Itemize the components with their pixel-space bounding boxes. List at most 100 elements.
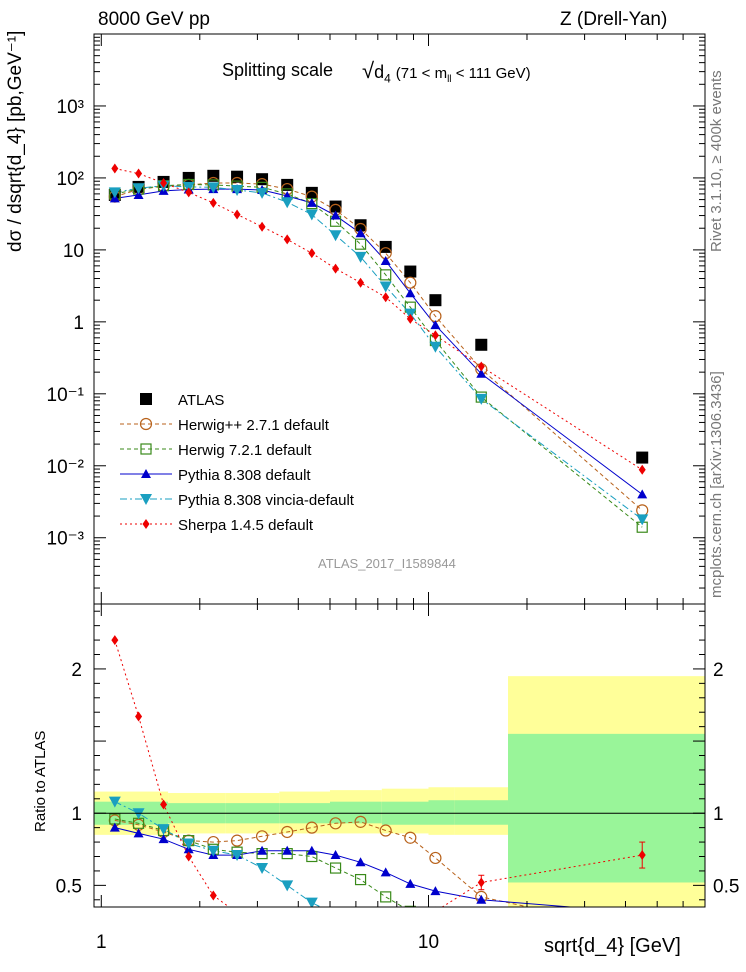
legend-marker-herwig7 xyxy=(140,443,152,455)
main-point-sherpa xyxy=(357,277,365,288)
ratio-point-herwigpp xyxy=(475,890,488,904)
band-outer xyxy=(454,787,509,835)
ratio-point-sherpa xyxy=(357,931,364,941)
band-outer xyxy=(168,793,226,834)
main-point-vincia xyxy=(329,230,342,242)
band-inner xyxy=(279,803,330,824)
main-point-herwig7 xyxy=(132,183,145,195)
main-point-herwig7 xyxy=(231,180,243,192)
main-point-herwig7 xyxy=(329,215,342,227)
main-point-atlas xyxy=(305,186,318,199)
ratio-point-vincia xyxy=(231,850,244,862)
main-point-herwigpp xyxy=(255,178,269,191)
ratio-point-herwig7 xyxy=(132,817,145,829)
main-point-atlas xyxy=(182,171,195,184)
ratio-point-sherpa xyxy=(284,927,291,937)
main-point-vincia xyxy=(281,197,294,209)
main-point-herwigpp xyxy=(132,183,145,196)
ratio-point-sherpa xyxy=(259,919,266,929)
main-point-pythia xyxy=(380,256,391,266)
main-point-atlas xyxy=(475,338,488,351)
main-point-atlas xyxy=(207,169,220,182)
main-point-pythia xyxy=(282,191,293,201)
main-point-herwigpp xyxy=(157,179,170,193)
ratio-point-sherpa xyxy=(234,908,241,918)
ratio-point-herwig7 xyxy=(380,891,392,903)
ratio-point-sherpa xyxy=(477,877,485,888)
ratio-point-herwig7 xyxy=(256,848,268,860)
header-left: 8000 GeV pp xyxy=(98,9,210,30)
main-point-pythia xyxy=(355,228,366,238)
main-markers xyxy=(108,163,649,533)
main-point-pythia xyxy=(232,184,243,194)
main-point-herwig7 xyxy=(256,181,268,193)
main-line-herwigpp xyxy=(114,182,643,511)
ratio-y-tick-label-right: 0.5 xyxy=(713,876,739,897)
mcplots-label: mcplots.cern.ch [arXiv:1306.3436] xyxy=(708,371,725,598)
main-line-sherpa xyxy=(114,168,643,471)
legend-marker-sherpa xyxy=(142,519,150,529)
main-point-herwig7 xyxy=(636,521,648,533)
legend-label-herwigpp: Herwig++ 2.7.1 default xyxy=(178,417,330,434)
ratio-point-vincia xyxy=(207,845,220,857)
ratio-point-herwigpp xyxy=(281,825,294,839)
ratio-point-herwigpp xyxy=(354,815,367,828)
header-right: Z (Drell-Yan) xyxy=(560,9,668,30)
ratio-point-sherpa xyxy=(638,850,646,861)
main-point-sherpa xyxy=(160,178,168,189)
ratio-point-sherpa xyxy=(382,928,389,938)
main-point-herwig7 xyxy=(109,188,121,200)
ratio-point-herwigpp xyxy=(379,824,392,837)
ratio-point-vincia xyxy=(355,916,367,927)
title-d4: d4 xyxy=(374,62,391,86)
ratio-point-sherpa xyxy=(135,711,143,722)
main-point-herwigpp xyxy=(475,363,488,376)
ratio-point-pythia xyxy=(133,828,144,838)
main-point-sherpa xyxy=(209,197,217,208)
analysis-id: ATLAS_2017_I1589844 xyxy=(318,556,456,571)
ratio-point-herwigpp xyxy=(108,814,121,827)
ratio-line-vincia xyxy=(114,801,322,907)
ratio-point-vincia xyxy=(380,921,392,932)
legend-marker-vincia xyxy=(140,494,152,505)
band-inner xyxy=(454,800,509,825)
plot-title: Splitting scale xyxy=(222,60,333,81)
legend-label-herwig7: Herwig 7.2.1 default xyxy=(178,442,312,459)
main-point-vincia xyxy=(207,182,220,194)
ratio-point-sherpa xyxy=(332,932,339,942)
main-point-vincia xyxy=(157,180,170,192)
main-line-pythia xyxy=(114,188,643,495)
main-point-herwigpp xyxy=(379,247,392,260)
y-axis-title-main: dσ / dsqrt{d_4} [pb,GeV⁻¹] xyxy=(4,31,27,252)
main-point-pythia xyxy=(306,197,317,207)
y-axis-title-ratio: Ratio to ATLAS xyxy=(32,731,49,832)
ratio-point-pythia xyxy=(430,886,441,896)
ratio-point-herwigpp xyxy=(305,821,318,834)
plot-title-text: Splitting scale xyxy=(222,60,334,80)
main-point-sherpa xyxy=(111,163,119,174)
y-axis-title-main-text: dσ / dsqrt{d_4} [pb,GeV⁻¹] xyxy=(5,30,26,252)
ratio-point-vincia xyxy=(281,880,294,892)
ratio-point-sherpa xyxy=(308,931,315,941)
ratio-point-vincia xyxy=(475,931,487,942)
ratio-line-sherpa xyxy=(114,639,643,907)
main-point-atlas xyxy=(379,240,392,253)
main-frame xyxy=(93,33,706,605)
ratio-point-herwig7 xyxy=(207,843,219,855)
ratio-y-tick-label-right: 2 xyxy=(713,660,724,681)
main-point-herwig7 xyxy=(183,178,195,191)
main-point-pythia xyxy=(109,193,120,203)
ratio-line-herwig7 xyxy=(114,818,404,907)
main-point-vincia xyxy=(379,281,392,293)
rivet-label: Rivet 3.1.10, ≥ 400k events xyxy=(708,70,725,252)
ratio-point-herwigpp xyxy=(157,825,170,839)
y-tick-label: 10³ xyxy=(57,97,84,118)
band-inner xyxy=(94,801,169,825)
ratio-point-pythia xyxy=(208,850,219,860)
main-point-herwig7 xyxy=(306,197,318,210)
legend-label-sherpa: Sherpa 1.4.5 default xyxy=(178,517,314,534)
ratio-point-sherpa xyxy=(407,921,414,931)
title-range: (71 < mll < 111 GeV) xyxy=(395,65,531,85)
y-tick-label: 10² xyxy=(57,169,84,190)
main-point-vincia xyxy=(108,187,121,199)
